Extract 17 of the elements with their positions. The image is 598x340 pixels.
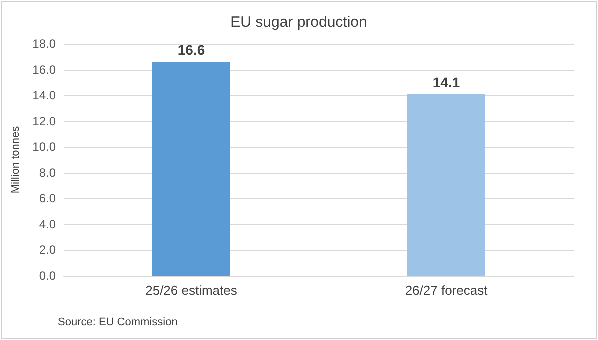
y-tick-label: 8.0	[39, 166, 56, 180]
chart-title: EU sugar production	[230, 14, 368, 31]
y-tick-label: 10.0	[32, 140, 56, 154]
y-tick-label: 4.0	[39, 217, 56, 232]
data-label: 14.1	[432, 74, 460, 90]
source-note: Source: EU Commission	[58, 316, 178, 328]
y-tick-label: 16.0	[32, 62, 56, 77]
y-tick-label: 6.0	[39, 192, 56, 206]
y-tick-label: 2.0	[39, 243, 56, 258]
data-label: 16.6	[178, 42, 206, 58]
y-axis-title: Million tonnes	[10, 126, 22, 194]
y-tick-label: 0.0	[39, 269, 56, 283]
y-tick-label: 12.0	[32, 114, 56, 128]
x-tick-label: 26/27 forecast	[405, 283, 488, 298]
x-tick-label: 25/26 estimates	[146, 283, 238, 298]
y-tick-label: 18.0	[32, 37, 56, 51]
y-tick-label: 14.0	[32, 88, 56, 103]
